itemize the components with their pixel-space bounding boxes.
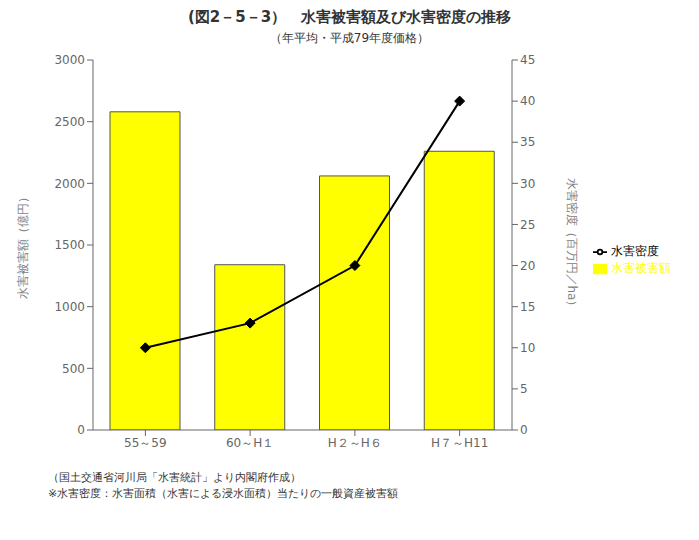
html-text:（年平均・平成79年度価格）: （年平均・平成79年度価格） [269, 31, 430, 45]
svg-text:40: 40 [520, 94, 535, 108]
svg-text:2000: 2000 [54, 177, 85, 191]
svg-text:3000: 3000 [54, 53, 85, 67]
svg-text:5: 5 [520, 382, 528, 396]
svg-text:35: 35 [520, 135, 535, 149]
svg-text:H２～H６: H２～H６ [328, 436, 382, 450]
svg-text:25: 25 [520, 218, 535, 232]
svg-text:水害密度（百万円／ha）: 水害密度（百万円／ha） [565, 178, 579, 313]
html-text:（国土交通省河川局「水害統計」より内閣府作成）: （国土交通省河川局「水害統計」より内閣府作成） [48, 471, 301, 484]
html-text:水害密度: 水害密度 [611, 244, 659, 258]
svg-text:2500: 2500 [54, 115, 85, 129]
svg-text:15: 15 [520, 300, 535, 314]
svg-text:500: 500 [62, 362, 85, 376]
svg-text:水害被害額（億円）: 水害被害額（億円） [16, 191, 30, 299]
html-text:※水害密度：水害面積（水害による浸水面積）当たりの一般資産被: ※水害密度：水害面積（水害による浸水面積）当たりの一般資産被害額 [48, 487, 399, 500]
svg-text:1000: 1000 [54, 300, 85, 314]
html-text:(図2－5－3） 水害被害額及び水害密度の推移: (図2－5－3） 水害被害額及び水害密度の推移 [187, 8, 512, 26]
html-text:水害被害額: 水害被害額 [611, 261, 671, 275]
svg-text:30: 30 [520, 177, 535, 191]
svg-text:45: 45 [520, 53, 535, 67]
svg-text:0: 0 [520, 423, 528, 437]
svg-text:1500: 1500 [54, 238, 85, 252]
svg-text:20: 20 [520, 259, 535, 273]
svg-text:60～H１: 60～H１ [226, 436, 274, 450]
svg-text:10: 10 [520, 341, 535, 355]
svg-text:55～59: 55～59 [124, 436, 167, 450]
svg-text:0: 0 [77, 423, 85, 437]
svg-text:H７～H11: H７～H11 [431, 436, 488, 450]
